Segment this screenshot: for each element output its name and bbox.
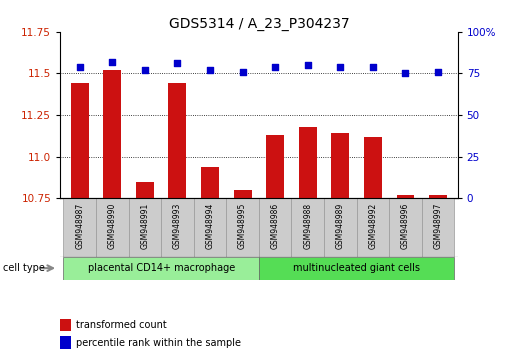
Bar xyxy=(266,135,284,198)
Text: GSM948992: GSM948992 xyxy=(368,203,378,250)
Bar xyxy=(332,133,349,198)
Bar xyxy=(201,167,219,198)
Text: percentile rank within the sample: percentile rank within the sample xyxy=(76,338,241,348)
Text: GSM948990: GSM948990 xyxy=(108,203,117,250)
Point xyxy=(141,67,149,73)
Point xyxy=(401,71,410,76)
Bar xyxy=(129,198,161,257)
Point xyxy=(303,62,312,68)
Point xyxy=(173,61,181,66)
Bar xyxy=(234,190,252,198)
Point xyxy=(271,64,279,70)
Bar xyxy=(161,198,194,257)
Text: cell type: cell type xyxy=(3,263,44,273)
Title: GDS5314 / A_23_P304237: GDS5314 / A_23_P304237 xyxy=(168,17,349,31)
Bar xyxy=(259,198,291,257)
Text: transformed count: transformed count xyxy=(76,320,167,330)
Text: GSM948995: GSM948995 xyxy=(238,203,247,250)
Bar xyxy=(194,198,226,257)
Text: GSM948987: GSM948987 xyxy=(75,203,84,250)
Bar xyxy=(60,319,71,331)
Bar xyxy=(357,198,389,257)
Text: GSM948997: GSM948997 xyxy=(434,203,442,250)
Text: GSM948991: GSM948991 xyxy=(140,203,150,250)
Bar xyxy=(429,195,447,198)
Bar xyxy=(226,198,259,257)
Bar xyxy=(60,336,71,349)
Text: multinucleated giant cells: multinucleated giant cells xyxy=(293,263,420,273)
Text: placental CD14+ macrophage: placental CD14+ macrophage xyxy=(87,263,235,273)
Bar xyxy=(422,198,454,257)
Bar xyxy=(136,182,154,198)
Bar xyxy=(324,198,357,257)
Bar xyxy=(299,127,317,198)
Bar xyxy=(63,257,259,280)
Bar xyxy=(291,198,324,257)
Bar xyxy=(104,70,121,198)
Text: GSM948988: GSM948988 xyxy=(303,203,312,249)
Text: GSM948989: GSM948989 xyxy=(336,203,345,250)
Bar xyxy=(71,84,89,198)
Point xyxy=(238,69,247,75)
Text: GSM948993: GSM948993 xyxy=(173,203,182,250)
Point xyxy=(369,64,377,70)
Bar xyxy=(63,198,96,257)
Point xyxy=(108,59,117,65)
Text: GSM948996: GSM948996 xyxy=(401,203,410,250)
Text: GSM948994: GSM948994 xyxy=(206,203,214,250)
Point xyxy=(336,64,345,70)
Bar xyxy=(96,198,129,257)
Bar xyxy=(396,195,414,198)
Text: GSM948986: GSM948986 xyxy=(271,203,280,250)
Bar xyxy=(389,198,422,257)
Point xyxy=(434,69,442,75)
Point xyxy=(206,67,214,73)
Bar xyxy=(364,137,382,198)
Bar xyxy=(259,257,454,280)
Point xyxy=(75,64,84,70)
Bar xyxy=(168,84,186,198)
